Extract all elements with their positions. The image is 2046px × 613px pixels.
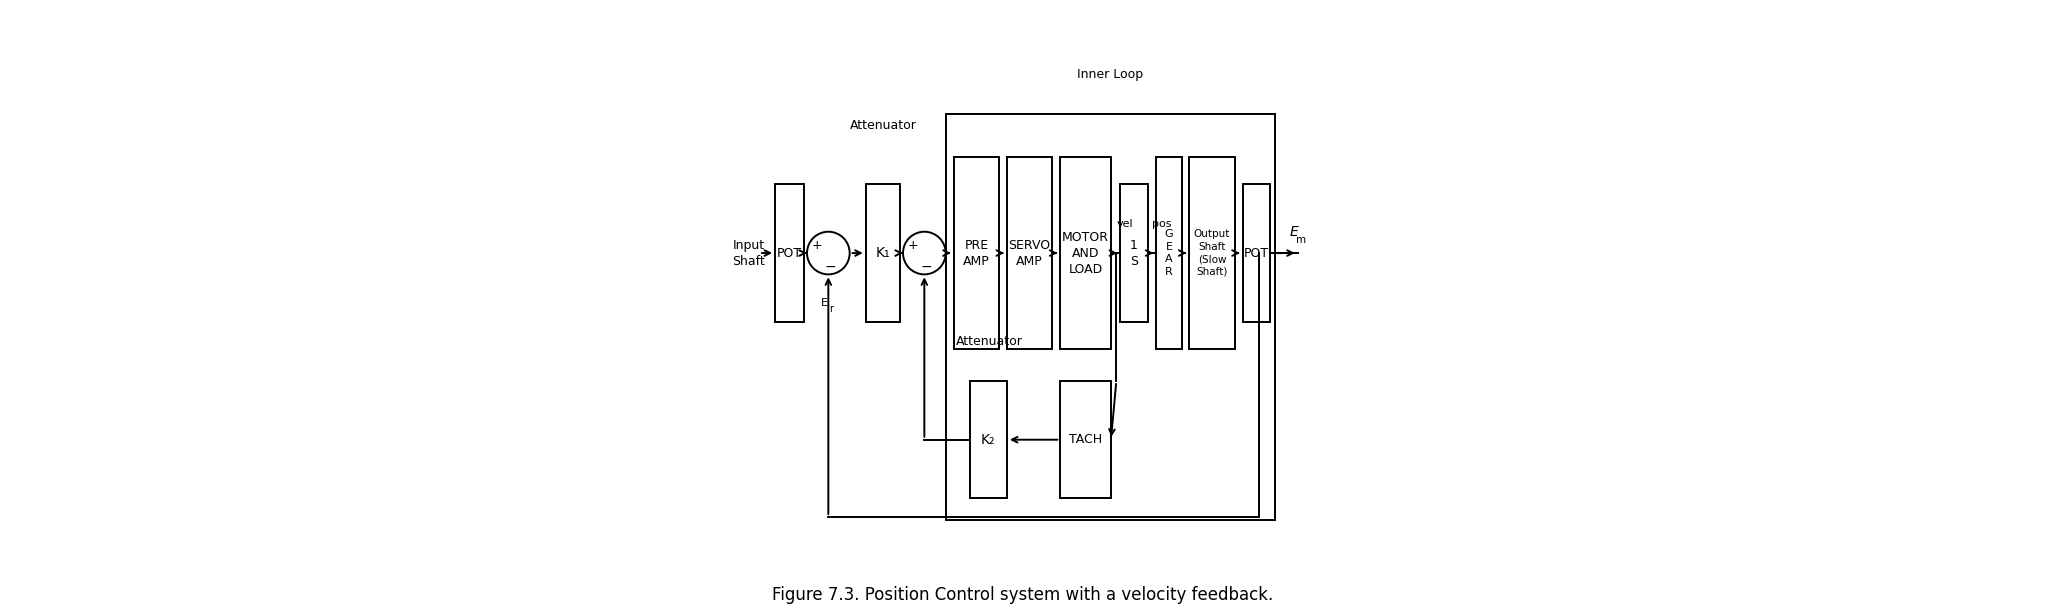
Text: TACH: TACH [1070,433,1103,446]
Text: 1
S: 1 S [1129,238,1138,267]
Text: pos: pos [1152,219,1172,229]
Text: −: − [825,260,837,274]
Text: −: − [921,260,933,274]
Bar [1156,157,1183,349]
Text: Inner Loop: Inner Loop [1078,68,1144,81]
Text: Input
Shaft: Input Shaft [732,238,765,267]
Text: PRE
AMP: PRE AMP [964,238,990,267]
Text: E: E [1289,225,1299,238]
Bar [1060,381,1111,498]
Text: SERVO
AMP: SERVO AMP [1009,238,1052,267]
Bar [945,115,1275,520]
Bar [1007,157,1052,349]
Text: Figure 7.3. Position Control system with a velocity feedback.: Figure 7.3. Position Control system with… [773,585,1273,604]
Text: MOTOR
AND
LOAD: MOTOR AND LOAD [1062,230,1109,276]
Bar [970,381,1007,498]
Text: m: m [1295,235,1305,245]
Text: K₂: K₂ [982,433,996,447]
Text: K₁: K₁ [876,246,890,260]
Text: POT: POT [777,246,802,259]
Text: r: r [829,303,833,314]
Text: G
E
A
R: G E A R [1164,229,1174,276]
Text: E: E [820,299,827,308]
Bar [953,157,998,349]
Bar [1119,184,1148,322]
Text: +: + [812,239,822,252]
Bar [1060,157,1111,349]
Bar [865,184,900,322]
Bar [1189,157,1234,349]
Bar [775,184,804,322]
Text: Attenuator: Attenuator [849,118,917,132]
Text: +: + [906,239,919,252]
Text: vel: vel [1117,219,1133,229]
Text: Attenuator: Attenuator [955,335,1023,348]
Text: Output
Shaft
(Slow
Shaft): Output Shaft (Slow Shaft) [1195,229,1230,276]
Bar [1242,184,1271,322]
Text: POT: POT [1244,246,1269,259]
